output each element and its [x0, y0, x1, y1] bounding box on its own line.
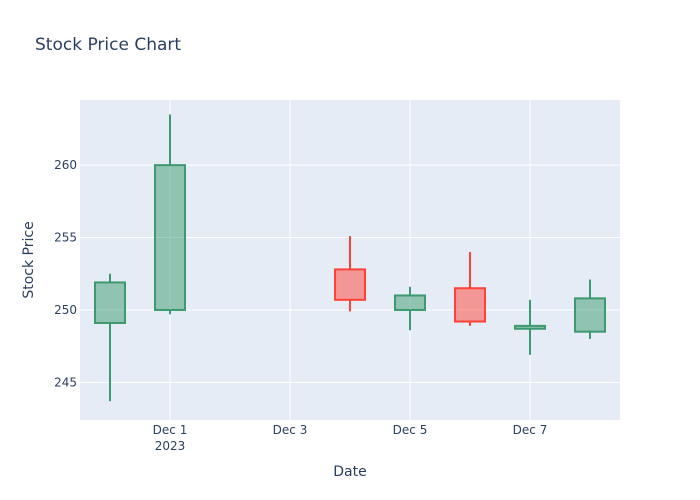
candle-increasing — [574, 279, 606, 339]
y-tick-label: 250 — [54, 303, 77, 317]
candle-decreasing — [454, 252, 486, 326]
candle-body — [94, 281, 126, 324]
candle-increasing — [154, 114, 186, 315]
x-tick-label: Dec 3 — [273, 423, 308, 437]
x-tick-label: Dec 5 — [393, 423, 428, 437]
y-tick-label: 255 — [54, 231, 77, 245]
candle-decreasing — [334, 236, 366, 312]
x-tick-label: Dec 7 — [513, 423, 548, 437]
candle-body — [334, 268, 366, 301]
candle-increasing — [94, 273, 126, 402]
candle-body — [154, 164, 186, 311]
candle-layer — [94, 114, 606, 402]
x-axis-title: Date — [333, 464, 366, 480]
candle-increasing — [394, 286, 426, 331]
chart-title: Stock Price Chart — [35, 35, 181, 55]
y-axis-title: Stock Price — [21, 221, 37, 298]
x-tick-label: Dec 1 — [153, 423, 188, 437]
candle-body — [574, 297, 606, 333]
x-tick-sublabel: 2023 — [155, 439, 186, 453]
y-tick-label: 245 — [54, 375, 77, 389]
y-tick-label: 260 — [54, 158, 77, 172]
candle-increasing — [514, 299, 546, 355]
tick-layer: Dec 1 2023 Dec 3 Dec 5 Dec 7 245 250 255 260 — [54, 158, 547, 453]
candle-body — [394, 294, 426, 311]
candle-body — [454, 287, 486, 323]
candle-body — [514, 324, 546, 330]
